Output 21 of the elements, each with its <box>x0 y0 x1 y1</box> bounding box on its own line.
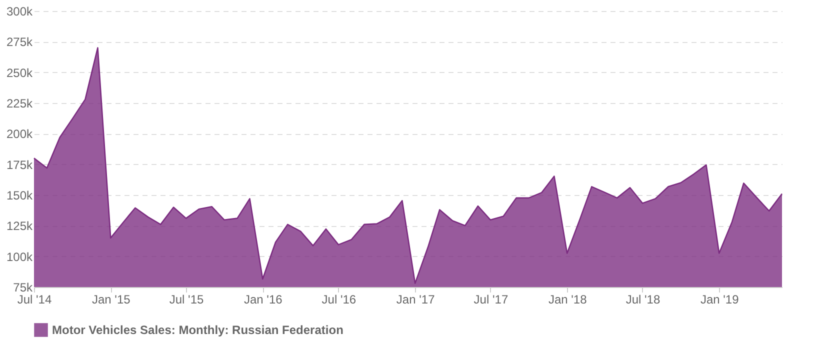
x-tick-label: Jan '16 <box>244 292 283 306</box>
x-tick-label: Jan '18 <box>548 292 588 306</box>
x-tick-label: Jul '17 <box>474 292 508 306</box>
x-tick-label: Jan '15 <box>92 292 131 306</box>
y-tick-label: 200k <box>6 127 34 142</box>
x-tick-label: Jul '16 <box>322 292 356 306</box>
legend-label: Motor Vehicles Sales: Monthly: Russian Federation <box>52 323 344 337</box>
y-tick-label: 150k <box>6 188 34 202</box>
y-tick-label: 225k <box>6 96 34 110</box>
y-tick-label: 100k <box>6 250 34 264</box>
y-tick-label: 75k <box>13 280 34 294</box>
y-tick-label: 175k <box>6 158 34 172</box>
x-tick-label: Jan '17 <box>396 292 436 306</box>
y-tick-label: 300k <box>6 4 34 18</box>
x-tick-label: Jan '19 <box>700 292 740 306</box>
x-tick-label: Jul '14 <box>17 292 52 306</box>
y-tick-label: 250k <box>6 66 34 80</box>
y-tick-label: 125k <box>6 219 34 234</box>
x-tick-label: Jul '18 <box>626 292 660 306</box>
x-tick-label: Jul '15 <box>169 292 204 306</box>
y-tick-label: 275k <box>6 35 34 50</box>
